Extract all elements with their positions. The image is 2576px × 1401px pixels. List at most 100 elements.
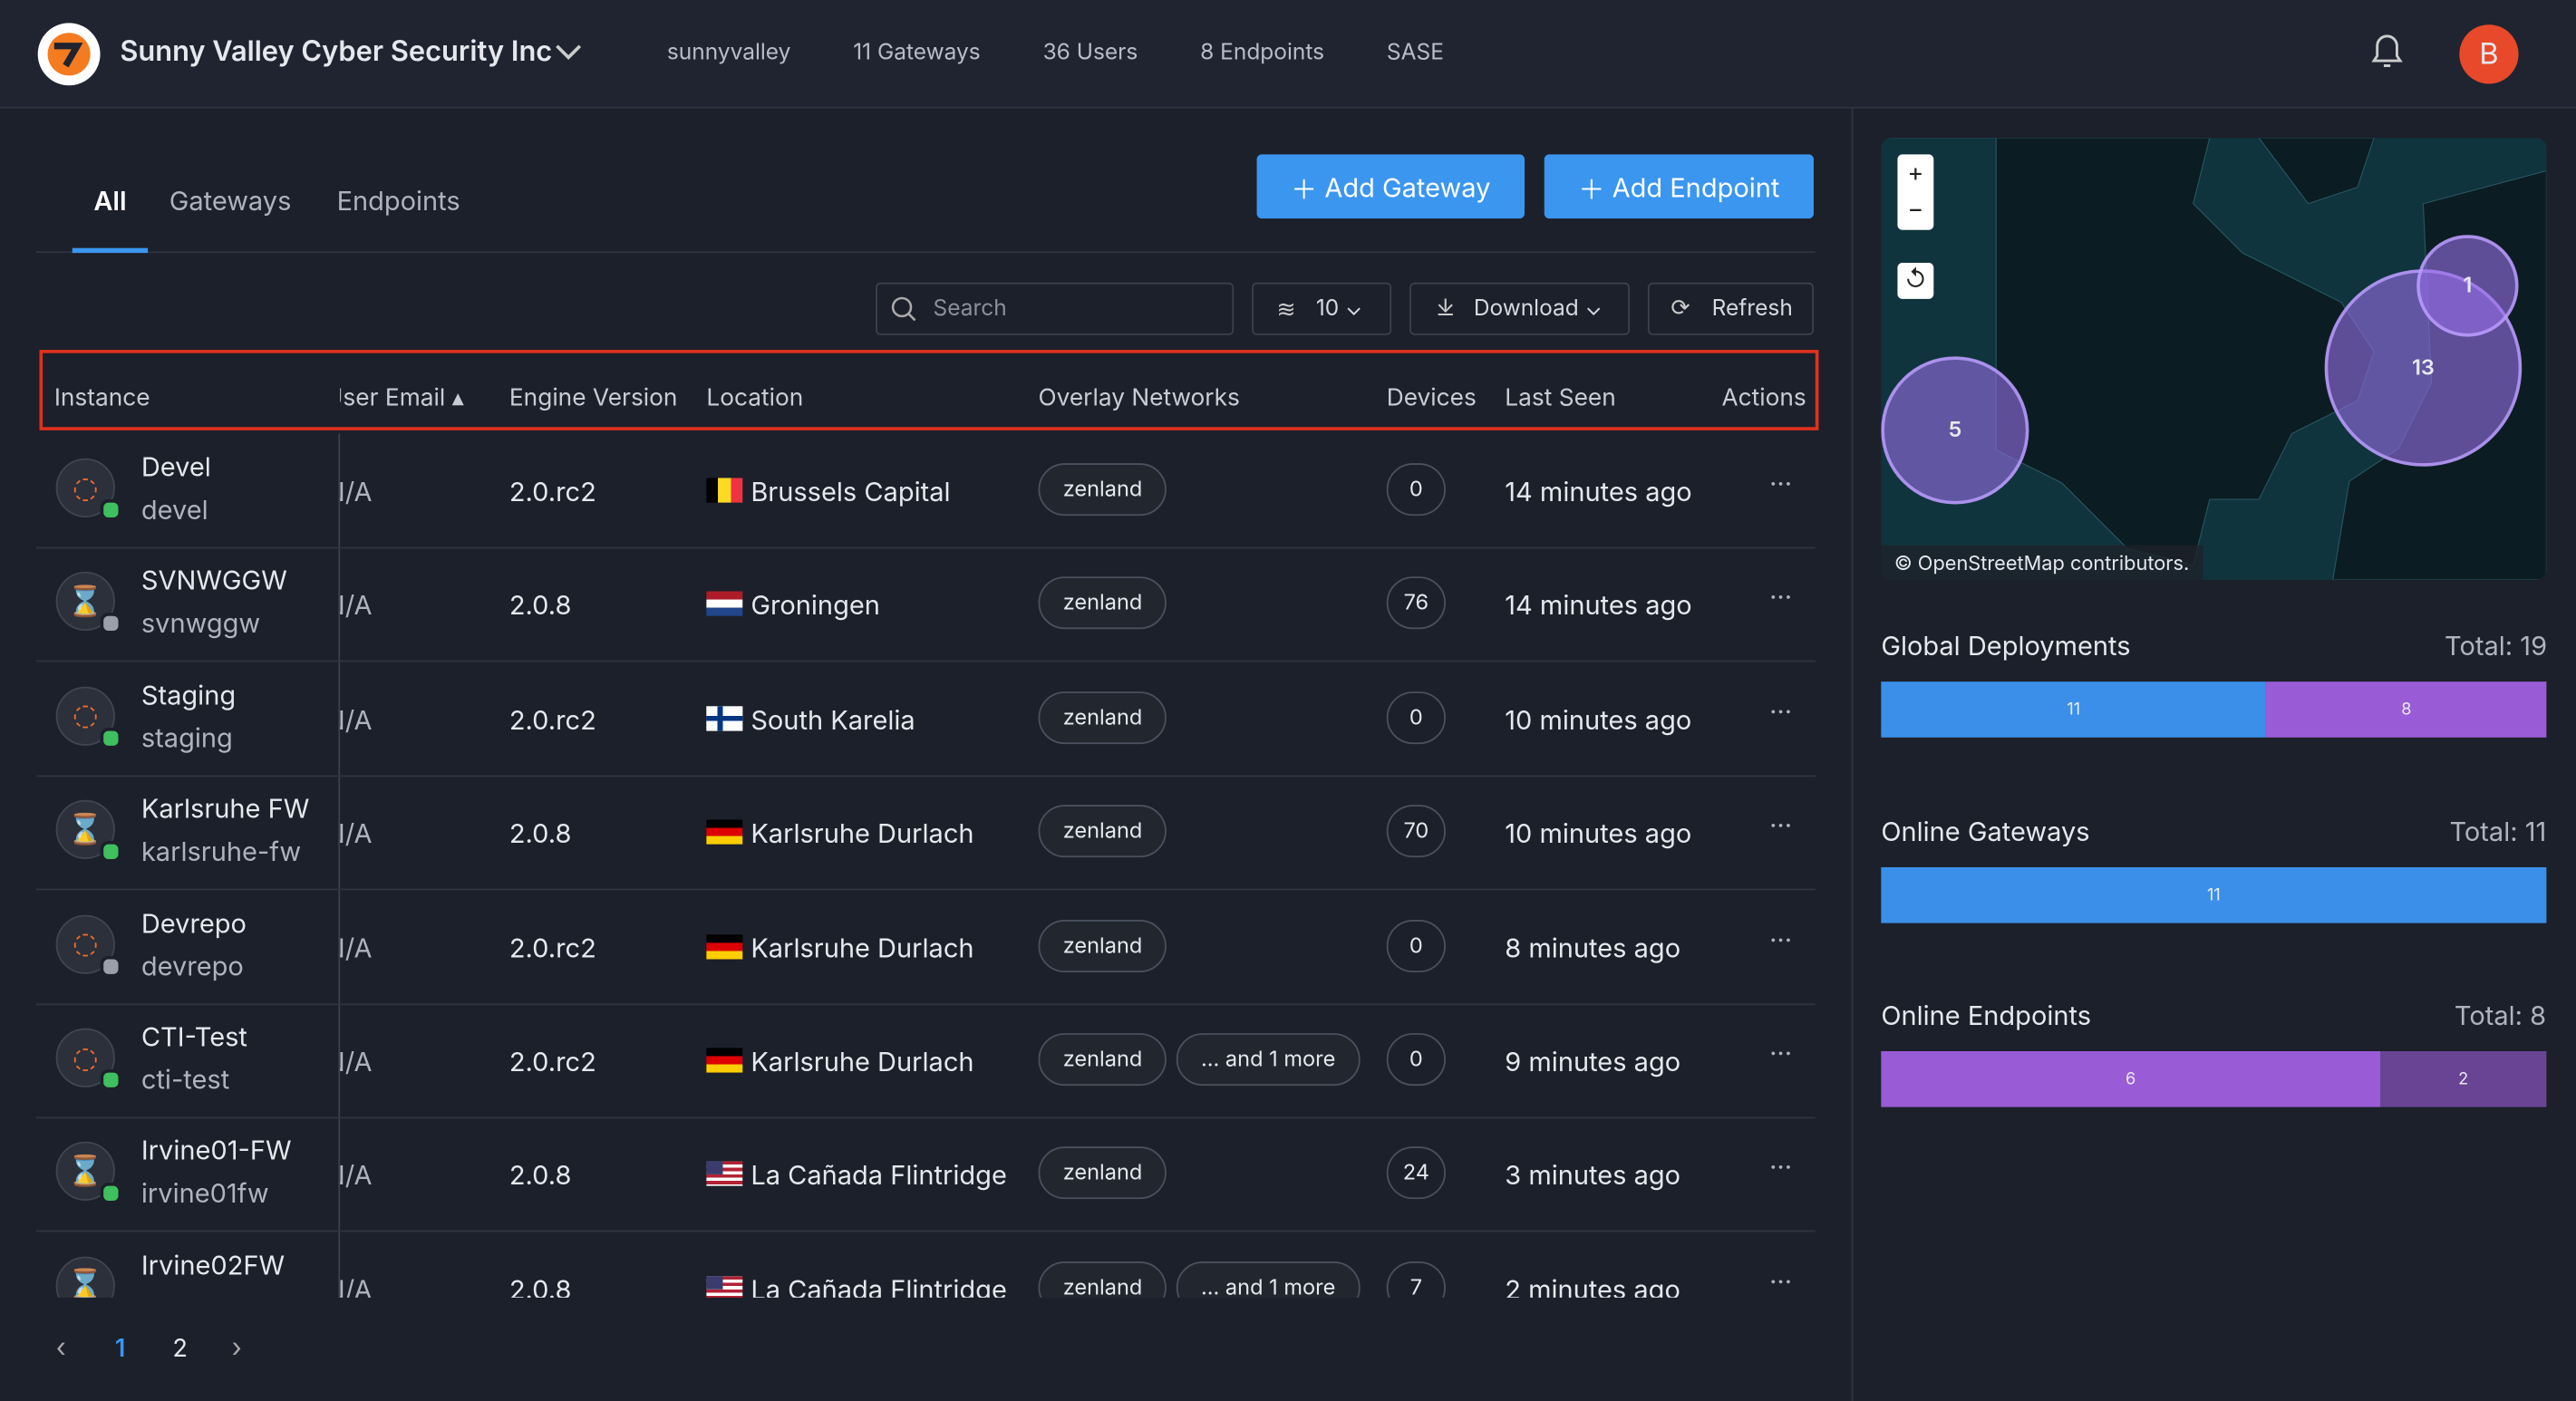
placeholder: Search: [933, 295, 1007, 323]
row-actions[interactable]: ···: [1769, 922, 1793, 956]
flag: [706, 819, 743, 845]
row-divider: [35, 661, 1816, 663]
column-header[interactable]: Location: [706, 384, 804, 412]
overlay-tag[interactable]: ... and 1 more: [1176, 1261, 1361, 1298]
bar-segment: 11: [1881, 681, 2267, 738]
page-size[interactable]: 10 ⌄: [1252, 282, 1392, 335]
stat-total: Total: 19: [2445, 629, 2548, 662]
cluster[interactable]: 1: [2416, 235, 2519, 337]
row-actions[interactable]: ···: [1769, 1264, 1793, 1298]
reset-view[interactable]: ↺: [1897, 263, 1934, 299]
stat-title: Global Deployments: [1881, 629, 2131, 662]
status-dot: [100, 1183, 122, 1205]
overlay-tag[interactable]: ... and 1 more: [1176, 1033, 1361, 1087]
row-divider: [35, 888, 1816, 891]
add-endpoint[interactable]: ＋ Add Endpoint: [1544, 154, 1814, 219]
tab[interactable]: Gateways: [169, 184, 292, 217]
overlay-tag[interactable]: zenland: [1038, 805, 1167, 858]
overlay-tag[interactable]: zenland: [1038, 1261, 1167, 1298]
column-header[interactable]: Devices: [1386, 384, 1477, 412]
notifications[interactable]: [2368, 30, 2407, 72]
tab[interactable]: All: [93, 184, 127, 217]
device-count: 70: [1386, 805, 1446, 858]
page-2[interactable]: 2: [172, 1331, 188, 1364]
overlay-tag[interactable]: zenland: [1038, 463, 1167, 517]
user-email: N/A: [324, 1158, 373, 1192]
instance-icon: ⌛: [55, 800, 115, 860]
divider: [1851, 108, 1854, 1401]
row-actions[interactable]: ···: [1769, 580, 1793, 614]
column-header[interactable]: Overlay Networks: [1038, 384, 1240, 412]
engine-version: 2.0.rc2: [508, 702, 596, 736]
overlay-tag[interactable]: zenland: [1038, 691, 1167, 744]
zoom-controls[interactable]: + −: [1897, 154, 1934, 230]
label: Add Endpoint: [1612, 169, 1780, 203]
org-dropdown[interactable]: [554, 41, 584, 63]
value: 10: [1315, 295, 1340, 323]
row-actions[interactable]: ···: [1769, 1036, 1793, 1069]
tab[interactable]: Endpoints: [336, 184, 460, 217]
search[interactable]: Search: [876, 282, 1235, 335]
instance-name: Karlsruhe FW: [140, 791, 310, 826]
engine-version: 2.0.8: [508, 1158, 572, 1192]
device-count: 0: [1386, 463, 1446, 517]
status-dot: [100, 841, 122, 863]
status-dot: [100, 727, 122, 749]
row-actions[interactable]: ···: [1769, 466, 1793, 499]
device-count: 7: [1386, 1261, 1446, 1298]
column-header[interactable]: Instance: [53, 384, 150, 412]
logo: [37, 23, 101, 86]
bar-segment: 2: [2379, 1051, 2547, 1107]
bar-segment: 8: [2266, 681, 2547, 738]
column-header[interactable]: Engine Version: [508, 384, 678, 412]
label: Refresh: [1711, 295, 1793, 323]
instance-name: SVNWGGW: [140, 564, 287, 597]
bar-segment: 11: [1881, 866, 2547, 923]
avatar[interactable]: B: [2459, 24, 2519, 84]
flag: [706, 478, 743, 503]
next-page[interactable]: ›: [231, 1330, 242, 1364]
tab-indicator: [72, 247, 149, 254]
column-header[interactable]: Last Seen: [1505, 384, 1616, 412]
instance-id: devel: [140, 492, 208, 526]
row-actions[interactable]: ···: [1769, 1150, 1793, 1184]
user-email: N/A: [324, 474, 373, 508]
row-divider: [35, 1116, 1816, 1119]
last-seen: 14 minutes ago: [1505, 588, 1692, 622]
table: Instance User Email ▴ Engine Version Locati…: [35, 350, 1827, 1298]
label: Download: [1473, 295, 1579, 323]
top-bar: [0, 0, 2576, 109]
row-divider: [35, 775, 1816, 777]
header-stat: SASE: [1386, 39, 1444, 66]
device-count: 0: [1386, 691, 1446, 744]
download[interactable]: Download ⌄: [1409, 282, 1630, 335]
cluster[interactable]: 5: [1881, 356, 2029, 505]
flag: [706, 1048, 743, 1073]
layers-icon: ≋: [1276, 295, 1296, 324]
instance-name: Devel: [140, 449, 211, 483]
overlay-tag[interactable]: zenland: [1038, 1033, 1167, 1087]
row-actions[interactable]: ···: [1769, 808, 1793, 842]
org-name[interactable]: Sunny Valley Cyber Security Inc: [120, 35, 553, 70]
overlay-tag[interactable]: zenland: [1038, 576, 1167, 630]
column-header[interactable]: Actions: [1721, 384, 1806, 412]
prev-page[interactable]: ‹: [55, 1330, 66, 1364]
overlay-tag[interactable]: zenland: [1038, 919, 1167, 972]
column-header[interactable]: User Email ▴: [324, 384, 464, 412]
overlay-tag[interactable]: zenland: [1038, 1146, 1167, 1200]
last-seen: 3 minutes ago: [1505, 1158, 1681, 1192]
refresh[interactable]: Refresh: [1647, 282, 1814, 335]
stat-total: Total: 11: [2449, 814, 2547, 847]
location: Groningen: [751, 588, 880, 622]
map[interactable]: + − ↺ 5 13 1 © OpenStreetMap contributors.: [1881, 138, 2547, 580]
instance-name: CTI-Test: [140, 1019, 247, 1053]
user-email: N/A: [324, 702, 373, 736]
attribution: © OpenStreetMap contributors.: [1881, 545, 2203, 580]
row-actions[interactable]: ···: [1769, 694, 1793, 728]
status-dot: [100, 1068, 122, 1091]
engine-version: 2.0.8: [508, 588, 572, 622]
add-gateway[interactable]: ＋ Add Gateway: [1256, 154, 1525, 219]
page-1[interactable]: 1: [114, 1331, 126, 1364]
engine-version: 2.0.rc2: [508, 1044, 596, 1077]
